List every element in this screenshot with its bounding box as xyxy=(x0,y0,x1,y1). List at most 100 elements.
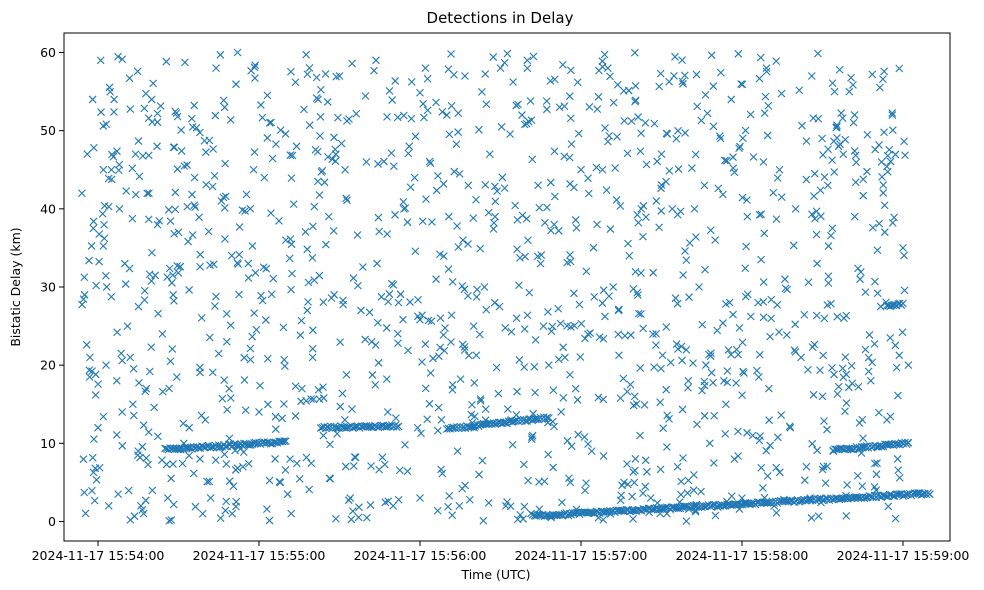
data-point xyxy=(422,195,430,204)
data-point xyxy=(576,353,585,361)
data-point xyxy=(476,396,485,405)
data-point xyxy=(113,328,122,337)
data-point xyxy=(492,363,501,372)
data-point xyxy=(90,496,99,505)
data-point xyxy=(584,330,592,339)
data-point xyxy=(601,312,609,321)
data-point xyxy=(594,393,603,402)
data-point xyxy=(122,187,131,195)
data-point xyxy=(746,312,755,321)
data-point xyxy=(196,455,204,463)
data-point xyxy=(220,450,229,459)
data-point xyxy=(107,165,116,174)
data-point xyxy=(147,277,156,285)
data-point xyxy=(864,367,873,376)
data-point xyxy=(101,271,110,280)
data-point xyxy=(707,51,716,60)
data-point xyxy=(180,162,189,170)
data-point xyxy=(698,320,707,329)
data-point xyxy=(757,463,766,472)
data-point xyxy=(291,412,300,420)
data-point xyxy=(549,463,558,472)
data-point xyxy=(873,289,882,298)
data-point xyxy=(507,327,516,336)
data-point xyxy=(349,274,358,282)
data-point xyxy=(814,49,822,58)
data-point xyxy=(516,253,524,262)
data-point xyxy=(586,329,594,337)
data-point xyxy=(373,318,382,327)
data-point xyxy=(301,228,310,236)
data-point xyxy=(864,353,873,362)
data-point xyxy=(719,190,727,199)
data-point xyxy=(503,49,512,58)
data-point xyxy=(828,156,837,165)
data-point xyxy=(863,167,871,176)
data-point xyxy=(394,495,403,504)
data-point xyxy=(347,515,356,524)
data-point xyxy=(713,326,722,335)
data-point xyxy=(212,292,220,301)
data-point xyxy=(873,459,881,468)
data-point xyxy=(838,114,847,122)
data-point xyxy=(810,169,819,178)
data-point xyxy=(593,220,601,229)
data-point xyxy=(525,288,534,297)
data-point xyxy=(326,440,334,449)
data-point xyxy=(419,99,428,108)
data-point xyxy=(709,459,718,467)
data-point xyxy=(240,376,249,384)
data-point xyxy=(781,275,789,284)
data-point xyxy=(170,143,179,152)
data-point xyxy=(571,384,580,393)
data-point xyxy=(324,152,332,161)
data-point xyxy=(133,451,142,459)
data-point xyxy=(148,486,157,495)
data-point xyxy=(173,112,182,121)
data-point xyxy=(828,224,837,233)
data-point xyxy=(729,153,737,162)
data-point xyxy=(531,388,539,397)
data-point xyxy=(814,512,823,521)
data-point xyxy=(95,257,103,266)
data-point xyxy=(550,220,559,229)
data-point xyxy=(350,453,359,461)
data-point xyxy=(392,414,400,422)
data-point xyxy=(426,369,435,377)
data-point xyxy=(598,165,607,174)
data-point xyxy=(167,474,176,483)
data-point xyxy=(452,140,461,149)
data-point xyxy=(162,460,171,469)
data-point xyxy=(114,166,123,175)
data-point xyxy=(283,490,292,499)
data-point xyxy=(478,87,486,96)
data-point xyxy=(205,136,214,145)
data-point xyxy=(286,235,295,244)
data-point xyxy=(165,516,174,525)
data-point xyxy=(287,509,296,518)
data-point xyxy=(385,290,394,298)
data-point xyxy=(267,290,276,299)
data-point xyxy=(163,273,172,282)
data-point xyxy=(734,350,743,359)
data-point xyxy=(124,486,133,495)
data-point xyxy=(755,74,764,83)
data-point xyxy=(190,173,199,182)
data-point xyxy=(153,432,162,441)
data-point xyxy=(665,166,674,175)
data-point xyxy=(649,268,658,277)
data-point xyxy=(133,67,142,76)
data-point xyxy=(153,142,161,151)
data-point xyxy=(144,114,153,122)
data-point xyxy=(209,145,218,153)
data-point xyxy=(520,120,529,129)
data-point xyxy=(262,264,271,273)
data-point xyxy=(519,460,528,469)
data-point xyxy=(472,195,480,204)
data-point xyxy=(606,225,615,233)
data-point xyxy=(721,156,729,165)
data-point xyxy=(598,299,607,308)
data-point xyxy=(819,351,828,360)
data-point xyxy=(319,383,327,391)
data-point xyxy=(828,364,836,372)
